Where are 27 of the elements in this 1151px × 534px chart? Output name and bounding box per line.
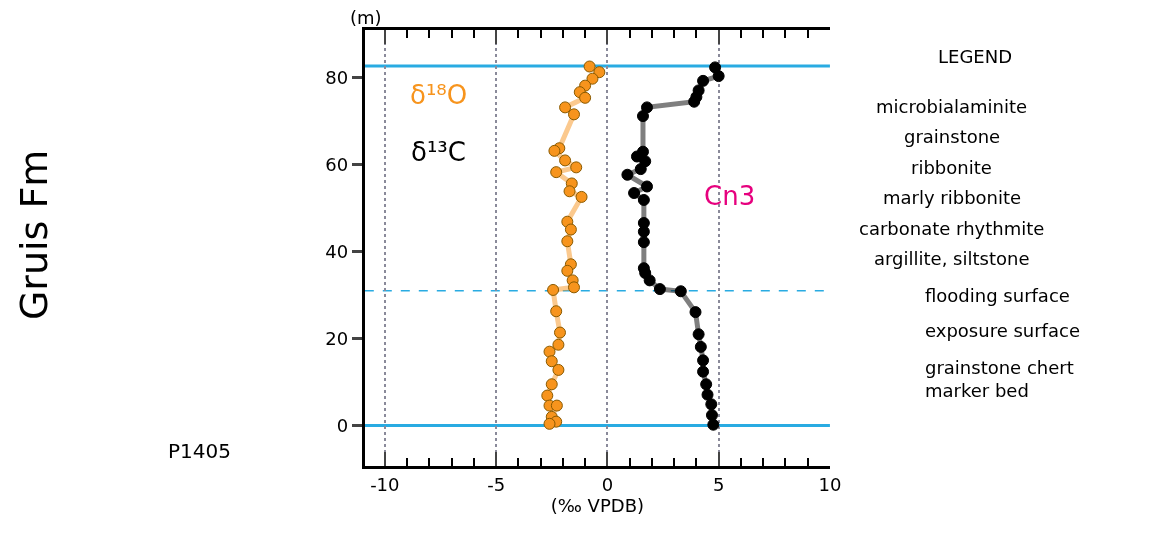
y-tick-label: 80 — [325, 67, 349, 89]
text: P1405 — [168, 439, 231, 463]
text: δ¹⁸O — [410, 80, 468, 110]
x-tick-label: 0 — [601, 473, 614, 495]
text: marly ribbonite — [883, 187, 1022, 208]
x-tick-label: 10 — [818, 473, 842, 495]
y-tick-label: 40 — [325, 240, 349, 262]
y-tick-label: 20 — [325, 327, 349, 349]
x-tick-label: -10 — [370, 473, 400, 495]
text: Gruis Fm — [12, 149, 57, 321]
text: LEGEND — [938, 46, 1013, 67]
text: δ¹³C — [411, 137, 466, 167]
text: exposure surface — [925, 320, 1080, 341]
text: flooding surface — [925, 285, 1070, 306]
x-tick-label: 5 — [712, 473, 725, 495]
text: grainstone — [904, 126, 1001, 147]
text: carbonate rhythmite — [859, 218, 1045, 239]
y-axis-title: (m) — [350, 7, 382, 28]
x-tick-label: -5 — [487, 473, 506, 495]
y-tick-label: 60 — [325, 154, 349, 176]
text: argillite, siltstone — [874, 248, 1030, 269]
text: grainstone chert marker bed — [925, 357, 1074, 402]
text: ribbonite — [911, 157, 992, 178]
text: microbialaminite — [876, 96, 1028, 117]
y-tick-label: 0 — [336, 414, 349, 436]
annotation: Cn3 — [704, 181, 756, 211]
x-axis-title: (‰ VPDB) — [550, 494, 645, 516]
